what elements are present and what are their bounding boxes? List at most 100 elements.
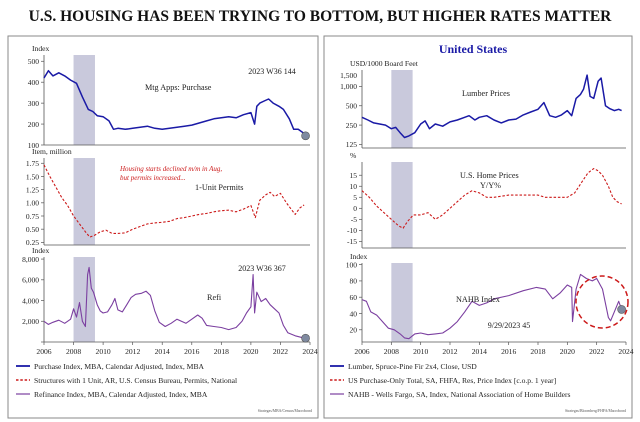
x-tick-label: 2016 [184,347,199,356]
x-tick-label: 2022 [589,347,604,356]
x-tick-label: 2014 [472,347,487,356]
y-tick-label: 100 [28,141,40,150]
right-legend: Lumber, Spruce-Pine Fir 2x4, Close, USD … [330,362,626,413]
series-label: NAHB Index [456,295,500,304]
y-tick-label: 1.00 [26,199,39,208]
series-line-purchase [43,69,307,137]
y-tick-label: 60 [350,293,358,302]
legend-item-lumber: Lumber, Spruce-Pine Fir 2x4, Close, USD [348,362,477,371]
annotation: 2023 W36 144 [248,67,295,76]
y-tick-label: 300 [28,99,40,108]
x-tick-label: 2008 [384,347,399,356]
x-tick-label: 2024 [302,347,317,356]
y-tick-label: -10 [347,226,357,235]
x-tick-label: 2016 [501,347,516,356]
series-label: Lumber Prices [462,89,510,98]
series-line-permits [43,164,305,238]
series-line-home_prices [361,168,622,229]
end-marker [617,305,626,314]
x-tick-label: 2020 [243,347,258,356]
x-tick-label: 2020 [560,347,575,356]
y-tick-label: 0.25 [26,238,39,247]
right-frame [323,35,633,419]
x-tick-label: 2008 [66,347,81,356]
y-axis-label: Index [32,44,49,53]
right-panel-title: United States [439,42,508,56]
x-tick-labels-nahb: 2006 2008 2010 2012 2014 2016 2018 2020 2022 2024 [354,342,634,356]
recession-shade [391,263,413,342]
highlight-circle [575,275,629,329]
series-label: Refi [207,293,222,302]
left-source: Strategas/MBA/Census/Macrobond [258,409,312,413]
annotation-2: but permits increased... [120,174,186,182]
y-tick-label: 1.50 [26,172,39,181]
y-axis-label: USD/1000 Board Feet [350,59,419,68]
y-tick-label: 100 [346,260,358,269]
x-tick-label: 2022 [273,347,288,356]
y-tick-label: 2,000 [22,317,39,326]
series-label-2: Y/Y% [480,181,501,190]
legend-item-nahb: NAHB - Wells Fargo, SA, Index, National … [348,390,571,399]
y-tick-label: 15 [350,171,358,180]
series-label: Mtg Apps: Purchase [145,83,212,92]
y-tick-label: 0.50 [26,225,39,234]
series-label: 1-Unit Permits [195,183,243,192]
panel-permits: 0.25 0.50 0.75 1.00 1.25 1.50 1.75 Item, millio… [26,147,310,247]
annotation: Housing starts declined m/m in Aug, [119,165,222,173]
y-tick-label: 1,500 [340,71,357,80]
y-tick-label: -15 [347,237,357,246]
x-tick-label: 2018 [214,347,229,356]
x-tick-label: 2006 [36,347,51,356]
y-tick-label: 500 [346,102,358,111]
x-tick-labels-refi: 2006 2008 2010 2012 2014 2016 2018 2020 2022 2024 [36,342,318,356]
legend-item-refi: Refinance Index, MBA, Calendar Adjusted,… [34,390,208,399]
series-line-nahb [361,273,623,340]
recession-shade [391,162,413,248]
y-tick-label: 20 [350,326,358,335]
y-tick-label: 125 [346,140,358,149]
y-tick-label: 1.25 [26,185,39,194]
y-tick-label: 6,000 [22,276,39,285]
y-tick-label: 8,000 [22,255,39,264]
y-tick-label: 1.75 [26,159,39,168]
legend-item-purchase: Purchase Index, MBA, Calendar Adjusted, … [34,362,205,371]
annotation: 2023 W36 367 [238,264,285,273]
y-tick-label: 1,000 [340,82,357,91]
y-tick-label: 400 [28,78,40,87]
x-tick-label: 2014 [155,347,170,356]
y-tick-label: 500 [28,57,40,66]
series-line-refi [43,266,306,339]
left-frame [7,35,319,419]
recession-shade [73,257,95,342]
x-tick-label: 2012 [125,347,140,356]
y-tick-label: 250 [346,121,358,130]
series-label: U.S. Home Prices [460,171,519,180]
x-tick-label: 2010 [96,347,111,356]
x-tick-label: 2006 [354,347,369,356]
panel-lumber: 125 250 500 1,000 1,500 USD/1000 Board Feet Lu… [340,59,626,149]
end-marker [301,333,310,343]
y-tick-label: -5 [351,215,357,224]
x-tick-label: 2012 [442,347,457,356]
series-line-lumber [361,74,622,139]
figure-title: U.S. HOUSING HAS BEEN TRYING TO BOTTOM, … [29,8,613,25]
y-tick-label: 200 [28,120,40,129]
left-legend: Purchase Index, MBA, Calendar Adjusted, … [16,362,312,413]
y-tick-label: 40 [350,309,358,318]
x-tick-label: 2018 [530,347,545,356]
y-tick-label: 0 [353,204,357,213]
y-tick-label: 10 [350,182,358,191]
y-tick-label: 4,000 [22,296,39,305]
y-tick-label: 0.75 [26,212,39,221]
x-tick-label: 2024 [618,347,633,356]
right-source: Strategas/Bloomberg/FHFA/Macrobond [565,409,626,413]
y-axis-label: Index [350,252,367,261]
end-marker [301,131,310,141]
panel-purchase: 100 200 300 400 500 Index Mtg Apps: Purchase 20… [28,44,310,150]
y-axis-label: Item, million [32,147,72,156]
y-tick-label: 5 [353,193,357,202]
legend-item-home-prices: US Purchase-Only Total, SA, FHFA, Res, P… [348,376,556,385]
y-axis-label: Index [32,246,49,255]
